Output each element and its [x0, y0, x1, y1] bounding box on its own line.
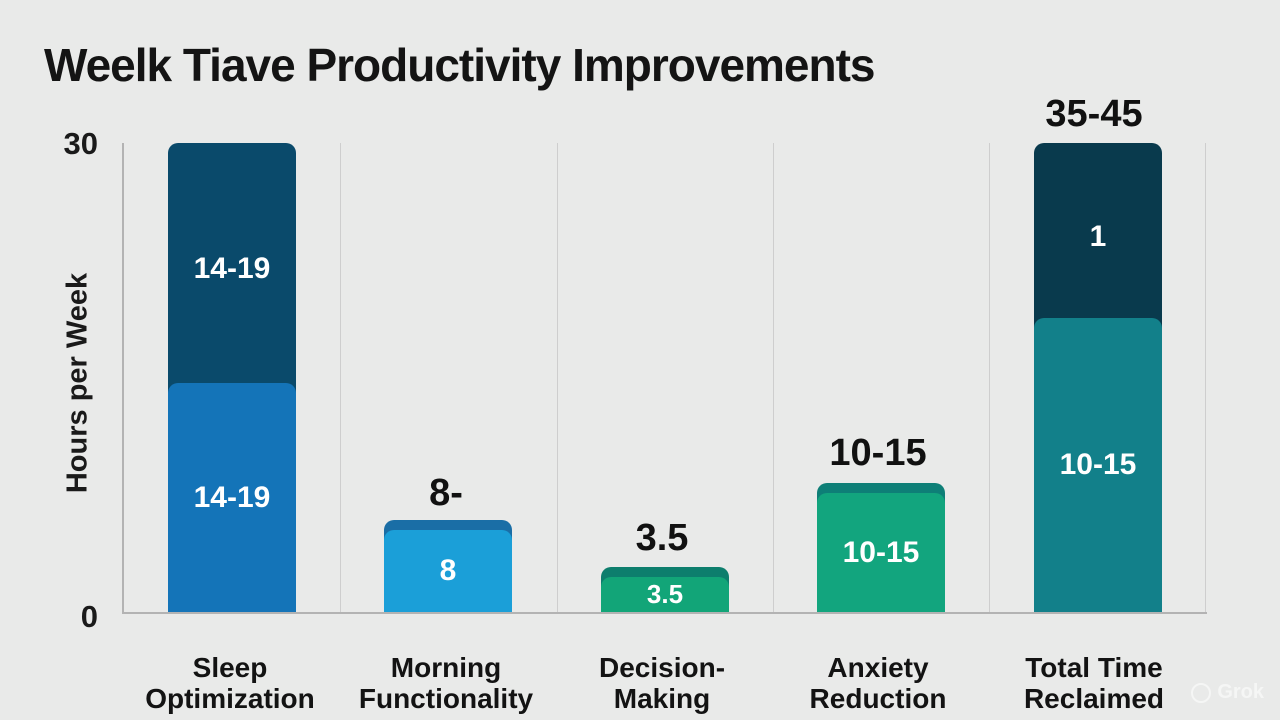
bar-morning-functionality: 8 [384, 530, 512, 612]
x-axis-label-decision-making: Decision- Making [542, 652, 782, 714]
bar-segment-label: 10-15 [842, 535, 920, 569]
x-axis-label-total-time-reclaimed: Total Time Reclaimed [974, 652, 1214, 714]
bar-total-time-reclaimed-top-segment: 1 [1034, 143, 1162, 330]
above-bar-label-morning-functionality: 8- [429, 472, 463, 514]
above-bar-label-decision-making: 3.5 [635, 517, 689, 559]
x-axis-label-line: Decision- [598, 652, 726, 683]
above-bar-label-total-time-reclaimed: 35-45 [1045, 93, 1143, 135]
gridline [1205, 143, 1206, 612]
bar-segment-label: 10-15 [1059, 448, 1137, 481]
x-axis-label-line: Morning [390, 652, 502, 683]
bar-anxiety-reduction: 10-15 [817, 493, 945, 612]
bar-segment-label: 14-19 [193, 252, 271, 285]
bar-segment-label: 8 [439, 554, 457, 587]
bar-segment-label: 3.5 [646, 579, 684, 609]
x-axis-label-line: Sleep [192, 652, 268, 683]
gridline [557, 143, 558, 612]
bar-decision-making: 3.5 [601, 577, 729, 612]
gridline [340, 143, 341, 612]
x-axis-label-anxiety-reduction: Anxiety Reduction [758, 652, 998, 714]
bar-total-time-reclaimed-bottom-segment: 10-15 [1034, 318, 1162, 612]
grok-watermark: Grok [1191, 681, 1264, 704]
x-axis-label-line: Optimization [145, 683, 315, 714]
x-axis-label-morning-functionality: Morning Functionality [326, 652, 566, 714]
x-axis-label-line: Reduction [809, 683, 947, 714]
bar-segment-label: 14-19 [193, 480, 271, 514]
chart-title: Weelk Tiave Productivity Improvements [44, 39, 876, 91]
x-axis-label-line: Total Time [1025, 652, 1163, 683]
bar-sleep-optimization-top-segment: 14-19 [168, 143, 296, 395]
y-axis-title: Hours per Week [61, 272, 94, 494]
y-axis-tick-30: 30 [63, 126, 98, 161]
bar-segment-label: 1 [1089, 219, 1107, 253]
watermark-text: Grok [1217, 681, 1264, 703]
x-axis-label-sleep-optimization: Sleep Optimization [110, 652, 350, 714]
grok-logo-icon [1191, 682, 1212, 703]
x-axis-label-line: Functionality [358, 683, 534, 714]
gridline [773, 143, 774, 612]
x-axis-label-line: Anxiety [827, 652, 929, 683]
bar-sleep-optimization-bottom-segment: 14-19 [168, 383, 296, 612]
above-bar-label-anxiety-reduction: 10-15 [829, 432, 927, 474]
x-axis-label-line: Making [613, 683, 711, 714]
y-axis-tick-0: 0 [80, 599, 98, 634]
gridline [989, 143, 990, 612]
x-axis-label-line: Reclaimed [1023, 683, 1165, 714]
plot-area: 14-19 14-19 8 3.5 10-15 1 10-15 [122, 143, 1207, 614]
